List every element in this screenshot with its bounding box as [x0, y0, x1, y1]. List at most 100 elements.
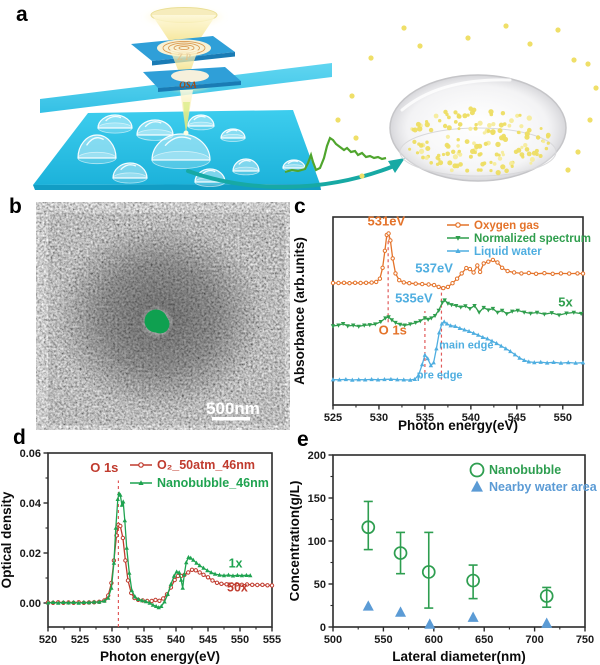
x-tick-label: 550 — [374, 634, 392, 646]
nanobubble-dome — [97, 114, 133, 129]
annotation: 5x — [558, 294, 573, 309]
annotation: 537eV — [415, 260, 453, 275]
data-point — [421, 565, 436, 579]
annotation: pre edge — [417, 370, 463, 382]
annotation: O 1s — [90, 460, 118, 475]
y-axis-label: Concentration(g/L) — [290, 481, 302, 602]
series-liquid-water — [330, 319, 586, 382]
y-tick-label: 0.02 — [20, 548, 41, 560]
annotation: 531eV — [368, 213, 406, 228]
y-tick-label: 0 — [320, 622, 326, 634]
panel-label-c: c — [294, 195, 306, 218]
panel-a-illustration: Z P OSA — [33, 6, 599, 190]
x-tick-label: 600 — [425, 634, 443, 646]
x-tick-label: 530 — [103, 634, 121, 646]
y-axis-label: Absorbance (arb.units) — [292, 237, 307, 385]
panel-d-chart: 520 525 530 535 540 545 550 555 0.00 0.02 0.04 0.06… — [0, 448, 282, 664]
data-point — [466, 573, 480, 588]
scalebar-label: 500nm — [206, 399, 260, 418]
nanobubble-dome — [77, 134, 117, 159]
x-tick-label: 540 — [167, 634, 185, 646]
legend-label: Nanobubble_46nm — [157, 476, 269, 490]
nanobubble-dome — [282, 159, 306, 169]
panel-c-chart: 525 530 535 540 545 550 531eV 537eV 535eV O 1s mai… — [292, 213, 591, 433]
annotation: 1x — [229, 556, 243, 570]
axes: 520 525 530 535 540 545 550 555 0.00 0.02 0.04 0.06 — [20, 448, 282, 646]
nanobubble-dome — [232, 158, 260, 172]
x-tick-label: 535 — [135, 634, 153, 646]
y-tick-label: 0.04 — [20, 498, 42, 510]
series-nanobubble-46nm — [45, 491, 253, 610]
y-tick-label: 0.00 — [20, 598, 41, 610]
legend: O₂_50atm_46nm Nanobubble_46nm — [130, 458, 269, 490]
scalebar — [212, 417, 250, 421]
panel-label-b: b — [9, 195, 22, 218]
x-tick-label: 530 — [370, 412, 388, 424]
nanobubble-substrate — [33, 110, 321, 190]
series-oxygen-gas — [330, 231, 586, 291]
x-tick-label: 550 — [554, 412, 572, 424]
panel-label-a: a — [16, 3, 28, 26]
spectrum-sketch-line — [284, 136, 387, 174]
annotation: 535eV — [395, 291, 433, 306]
x-axis-label: Photon energy(eV) — [398, 418, 518, 433]
y-axis-label: Optical density — [0, 491, 14, 588]
nanobubble-dome — [220, 128, 246, 139]
axes: 525 530 535 540 545 550 — [324, 216, 584, 424]
legend-label: O₂_50atm_46nm — [157, 458, 255, 472]
x-tick-label: 550 — [231, 634, 249, 646]
nanobubble-dome — [151, 133, 211, 161]
stxm-micrograph: 500nm — [48, 213, 285, 425]
legend-label: Oxygen gas — [474, 220, 539, 232]
zone-plate: Z P — [131, 36, 235, 66]
x-tick-label: 525 — [71, 634, 89, 646]
x-tick-label: 555 — [263, 634, 281, 646]
xray-beam-top — [142, 6, 226, 42]
x-tick-label: 650 — [475, 634, 493, 646]
annotation: 50x — [227, 581, 248, 595]
osa-aperture: OSA — [143, 67, 241, 93]
x-tick-label: 525 — [324, 412, 342, 424]
panel-b-stxm-image: 500nm — [48, 213, 285, 425]
data-point — [393, 546, 408, 560]
x-axis-label: Lateral diameter(nm) — [392, 649, 526, 664]
series-nearby-water-area — [362, 600, 553, 629]
focused-beam — [180, 90, 193, 136]
nanobubble-dome — [112, 162, 148, 179]
arrow-to-nanobubble — [186, 158, 405, 189]
panel-label-e: e — [297, 428, 309, 451]
y-tick-label: 200 — [308, 450, 326, 462]
data-point — [361, 520, 376, 535]
y-tick-label: 0.06 — [20, 448, 41, 460]
x-axis-label: Photon energy(eV) — [100, 649, 220, 664]
panel-label-d: d — [13, 426, 26, 449]
data-point — [539, 589, 554, 603]
nanobubble-dome — [187, 114, 215, 127]
surface-nanobubbles — [77, 114, 306, 187]
annotation: main edge — [439, 340, 493, 352]
axes: 500 550 600 650 700 750 0 50 100 150 200 — [308, 450, 595, 646]
y-tick-label: 100 — [308, 536, 326, 548]
plot-frame — [332, 216, 584, 406]
legend-marker — [138, 462, 144, 468]
y-tick-label: 50 — [314, 579, 326, 591]
legend-marker — [455, 222, 461, 228]
legend-label: Nearby water area — [489, 480, 598, 494]
x-tick-label: 540 — [462, 412, 480, 424]
beam-zp-to-osa — [170, 50, 198, 70]
nanobubble-dome — [136, 119, 174, 136]
x-tick-label: 520 — [39, 634, 57, 646]
x-tick-label: 700 — [525, 634, 543, 646]
series-normalized-spectrum — [330, 298, 584, 329]
legend: Nanobubble Nearby water area — [469, 462, 598, 494]
legend-label: Liquid water — [474, 246, 542, 258]
osa-label: OSA — [179, 80, 197, 90]
x-tick-label: 750 — [576, 634, 594, 646]
annotation: O 1s — [379, 323, 407, 338]
y-tick-label: 150 — [308, 493, 326, 505]
oxygen-molecules — [335, 23, 599, 179]
series-nanobubble — [361, 500, 554, 609]
panel-e-chart: 500 550 600 650 700 750 0 50 100 150 200 Nanobubble… — [290, 450, 598, 664]
legend-label: Nanobubble — [489, 463, 561, 477]
